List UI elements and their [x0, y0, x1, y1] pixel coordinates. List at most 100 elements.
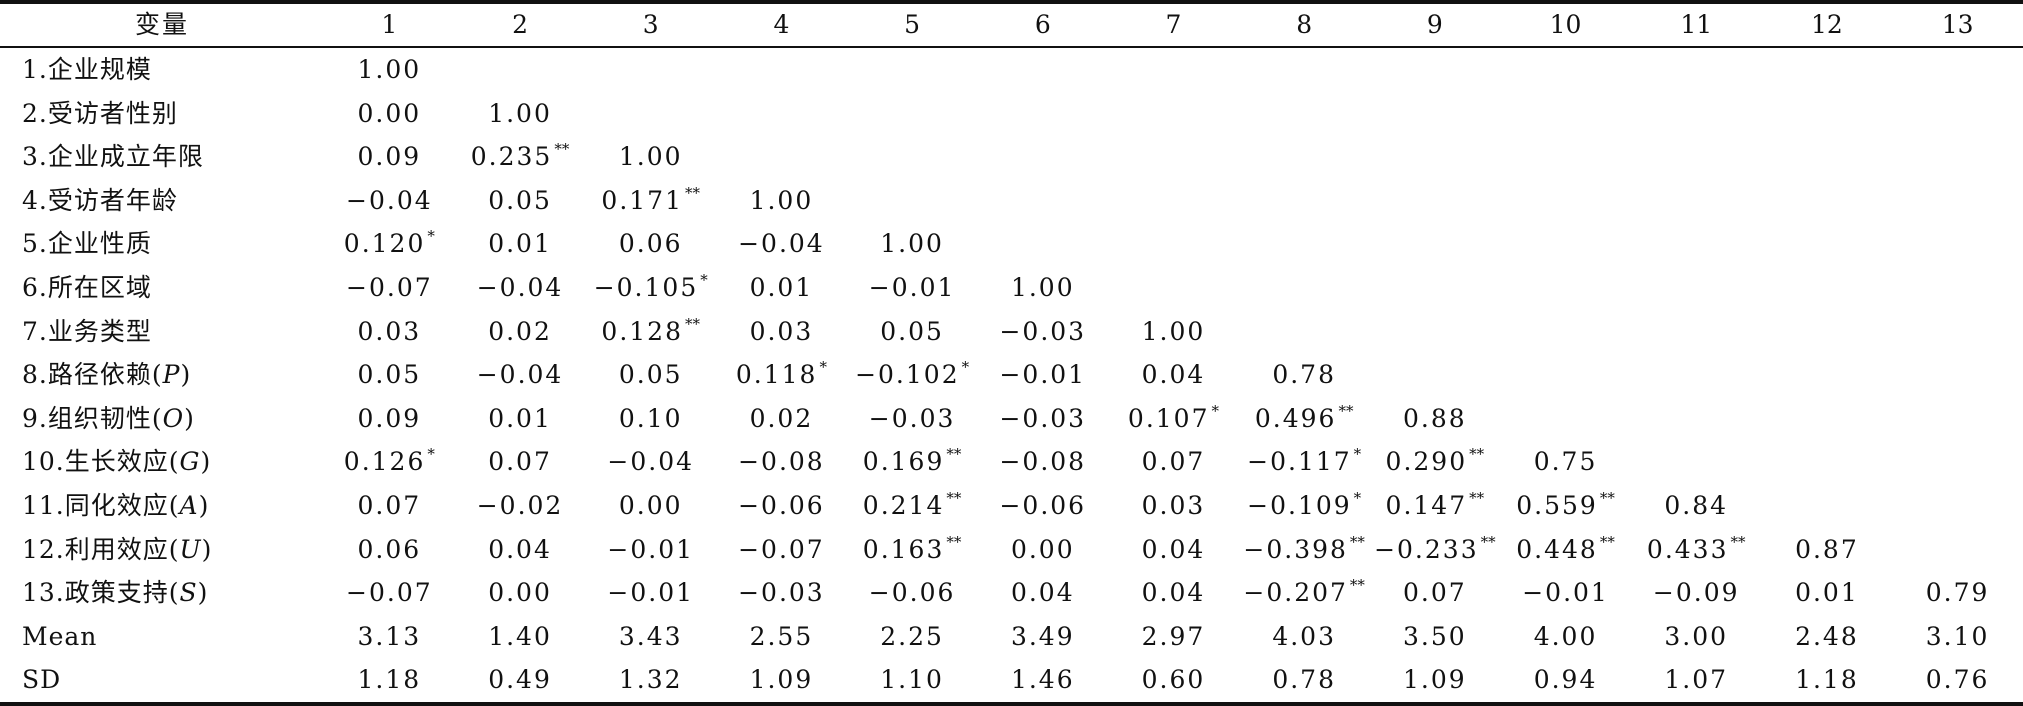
table-row: 7.业务类型 0.03 0.02 0.128 ** 0.03 0.05 −0.03 1.00: [0, 310, 2023, 354]
table-cell: −0.06: [716, 484, 847, 528]
cell-value: 0.00: [618, 490, 683, 520]
table-cell: 0.04: [977, 571, 1108, 615]
table-cell: 3.49: [977, 615, 1108, 659]
cell-value: 2.25: [880, 621, 944, 651]
table-cell: [1239, 266, 1370, 310]
table-cell: −0.03: [716, 571, 847, 615]
cell-value: 3.50: [1403, 621, 1467, 651]
table-cell: [1892, 528, 2023, 572]
table-cell: −0.102 *: [847, 353, 978, 397]
table-cell: 0.06: [324, 528, 455, 572]
table-cell: 1.00: [716, 179, 847, 223]
table-cell: [716, 47, 847, 92]
table-row: 2.受访者性别 0.00 1.00: [0, 92, 2023, 136]
table-cell: 3.00: [1631, 615, 1762, 659]
cell-value: −0.233: [1374, 534, 1479, 564]
table-row: 10.生长效应(G) 0.126 * 0.07 −0.04 −0.08 0.169 ** −0.…: [0, 440, 2023, 484]
table-cell: [1370, 222, 1501, 266]
table-cell: [1892, 179, 2023, 223]
cell-value: 1.00: [1141, 316, 1206, 346]
variable-label: 8.路径依赖(: [22, 360, 163, 390]
significance-marker: **: [946, 488, 962, 507]
table-cell: 1.09: [716, 658, 847, 704]
column-header-5: 5: [846, 2, 978, 48]
significance-marker: *: [819, 358, 827, 377]
table-cell: [1762, 135, 1893, 179]
table-cell: [1762, 222, 1893, 266]
table-cell: [977, 92, 1108, 136]
variable-label: 13.政策支持(: [22, 578, 180, 608]
variable-symbol: A: [179, 490, 199, 520]
cell-value: 4.03: [1272, 621, 1336, 651]
cell-value: 0.496: [1254, 403, 1337, 433]
table-cell: −0.06: [847, 571, 978, 615]
variable-symbol: P: [162, 360, 181, 390]
cell-value: −0.07: [346, 578, 433, 608]
table-cell: 0.559 **: [1500, 484, 1631, 528]
table-cell: [1892, 353, 2023, 397]
cell-value: 0.163: [862, 534, 945, 564]
table-body: 1.企业规模 1.00 2.受访者性别 0.00 1.00 3.企业成立年限 0.09 0.2…: [0, 47, 2023, 704]
table-cell: 0.448 **: [1500, 528, 1631, 572]
table-cell: 0.60: [1108, 658, 1239, 704]
table-cell: 0.171 **: [585, 179, 716, 223]
table-row: SD 1.18 0.49 1.32 1.09 1.10 1.46 0.60 0.78 1.09 0.…: [0, 658, 2023, 704]
cell-value: 1.18: [357, 665, 422, 695]
table-cell: [1239, 135, 1370, 179]
cell-value: 0.01: [1795, 578, 1859, 608]
table-cell: [1370, 135, 1501, 179]
table-cell: [1631, 440, 1762, 484]
table-cell: [1500, 310, 1631, 354]
cell-value: 0.87: [1795, 534, 1859, 564]
table-cell: −0.01: [585, 528, 716, 572]
variable-name: 8.路径依赖(P): [0, 353, 324, 397]
cell-value: 0.171: [601, 185, 683, 215]
cell-value: −0.06: [738, 490, 825, 520]
table-cell: 0.07: [1108, 440, 1239, 484]
cell-value: −0.01: [868, 272, 956, 302]
table-cell: 0.03: [716, 310, 847, 354]
table-cell: 0.00: [977, 528, 1108, 572]
table-cell: 1.32: [585, 658, 716, 704]
table-cell: 2.48: [1762, 615, 1893, 659]
table-cell: −0.105 *: [585, 266, 716, 310]
cell-value: 0.84: [1664, 490, 1729, 520]
table-cell: 0.04: [1108, 353, 1239, 397]
cell-value: 0.09: [357, 142, 422, 172]
cell-value: 0.05: [880, 316, 944, 346]
cell-value: 0.04: [1141, 534, 1206, 564]
cell-value: 0.03: [1141, 490, 1206, 520]
table-cell: [1631, 397, 1762, 441]
cell-value: 0.09: [357, 403, 422, 433]
column-header-13: 13: [1892, 2, 2023, 48]
table-cell: 0.03: [324, 310, 455, 354]
table-cell: [1370, 266, 1501, 310]
significance-marker: **: [554, 140, 570, 159]
cell-value: 1.09: [1403, 665, 1467, 695]
cell-value: −0.03: [738, 578, 825, 608]
cell-value: 0.76: [1925, 665, 1990, 695]
cell-value: 0.120: [343, 229, 426, 259]
table-cell: [1631, 47, 1762, 92]
table-row: 11.同化效应(A) 0.07 −0.02 0.00 −0.06 0.214 ** −0.06…: [0, 484, 2023, 528]
cell-value: 0.04: [1141, 360, 1206, 390]
table-cell: −0.03: [977, 397, 1108, 441]
table-cell: 3.10: [1892, 615, 2023, 659]
table-cell: [1631, 135, 1762, 179]
table-cell: [1108, 179, 1239, 223]
table-cell: 0.78: [1239, 353, 1370, 397]
cell-value: −0.02: [476, 490, 564, 520]
cell-value: 0.118: [735, 360, 818, 390]
cell-value: 0.02: [488, 316, 552, 346]
table-cell: 1.00: [455, 92, 586, 136]
cell-value: 0.147: [1385, 490, 1468, 520]
cell-value: 0.03: [357, 316, 422, 346]
cell-value: 1.32: [618, 665, 683, 695]
cell-value: −0.07: [346, 272, 433, 302]
significance-marker: **: [946, 445, 962, 464]
cell-value: 0.00: [357, 98, 422, 128]
table-cell: [1762, 484, 1893, 528]
table-cell: [1631, 92, 1762, 136]
significance-marker: *: [1353, 445, 1362, 464]
